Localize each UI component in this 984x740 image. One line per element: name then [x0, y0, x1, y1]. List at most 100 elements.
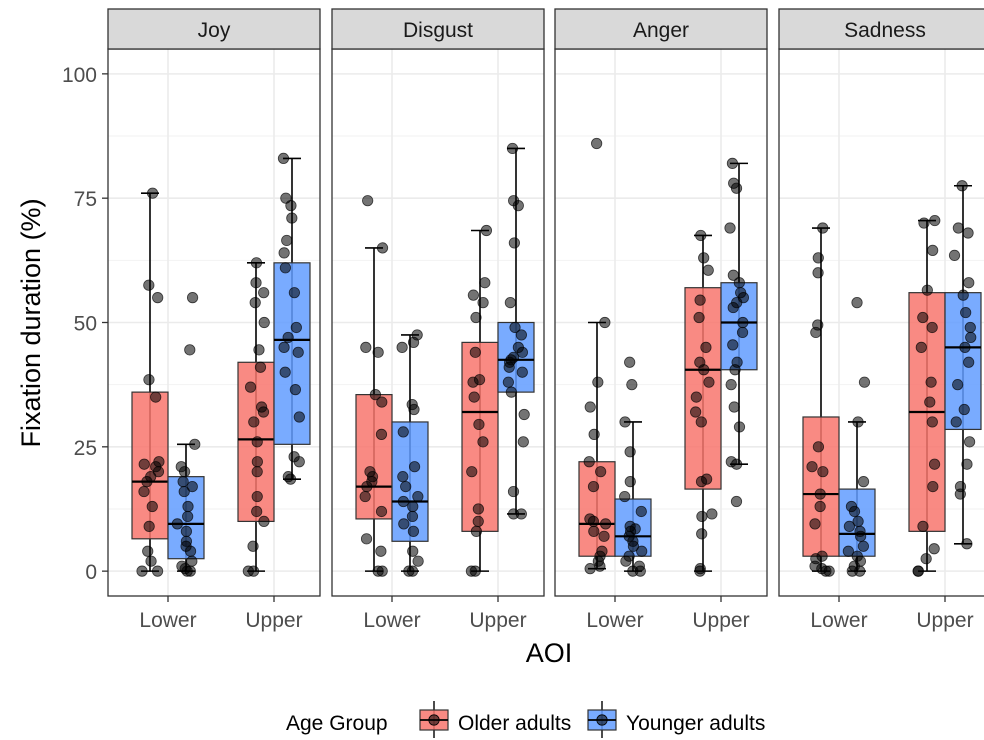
box-upper-older [461, 224, 499, 577]
data-point [623, 550, 635, 562]
x-axis-title: AOI [526, 638, 573, 668]
data-point [360, 341, 372, 353]
data-point [505, 386, 517, 398]
data-point [696, 510, 708, 523]
data-point [929, 214, 941, 227]
data-point [858, 376, 871, 388]
facet-strip-label: Disgust [403, 19, 473, 42]
data-point [731, 356, 743, 368]
panel-content [131, 152, 311, 577]
data-point [465, 565, 478, 577]
data-point [693, 311, 705, 324]
data-point [843, 520, 855, 532]
y-tick-label: 100 [62, 64, 97, 87]
box-upper-younger [720, 157, 758, 508]
data-point [842, 545, 854, 557]
y-tick-label: 50 [74, 313, 97, 336]
box-iqr [461, 341, 499, 532]
data-point [258, 316, 270, 329]
data-point [470, 525, 482, 537]
data-point [508, 195, 520, 207]
data-point [359, 490, 371, 503]
data-point [736, 326, 749, 339]
data-point [375, 428, 388, 440]
data-point [928, 543, 940, 555]
box-lower-younger [391, 329, 429, 577]
data-point [400, 480, 412, 493]
facet-panel-joy: Joy [107, 8, 321, 597]
data-point [726, 157, 739, 169]
legend-key-younger: Younger adults [587, 701, 765, 738]
data-point [724, 222, 736, 234]
data-point [468, 391, 480, 403]
data-point [180, 535, 193, 547]
data-point [961, 538, 973, 550]
box-lower-younger [167, 292, 205, 577]
data-point [282, 331, 294, 344]
legend-title: Age Group [286, 712, 388, 735]
data-point [182, 510, 194, 523]
data-point [912, 565, 924, 577]
box-upper-younger [944, 180, 982, 550]
data-point [952, 222, 964, 234]
data-point [171, 518, 183, 530]
data-point [138, 485, 150, 498]
box-upper-younger [273, 152, 311, 485]
data-point [477, 436, 489, 448]
data-point [184, 344, 196, 356]
data-point [143, 520, 155, 532]
box-lower-younger [838, 297, 876, 577]
data-point [153, 456, 165, 468]
data-point [624, 446, 636, 458]
data-point [244, 381, 257, 393]
data-point [470, 311, 482, 324]
facet-strip [107, 8, 321, 50]
data-point [727, 339, 739, 351]
data-point [927, 480, 939, 493]
panel-content [802, 180, 982, 577]
data-point [812, 267, 824, 279]
data-point [250, 257, 263, 269]
legend-keys: Older adults Younger adults [419, 701, 765, 738]
data-point [964, 321, 976, 334]
data-point [151, 565, 164, 577]
data-point [364, 466, 376, 478]
data-point [360, 533, 373, 545]
data-point [362, 195, 374, 207]
data-point [175, 461, 187, 473]
data-point [816, 550, 828, 562]
data-point [180, 525, 192, 537]
data-point [286, 212, 298, 224]
data-point [406, 565, 419, 577]
data-point [959, 341, 971, 353]
data-point [186, 480, 198, 493]
data-point [282, 471, 294, 483]
box-upper-older [684, 229, 722, 577]
data-point [516, 366, 528, 378]
data-point [817, 466, 829, 478]
data-point [288, 451, 300, 463]
facet-strip [554, 8, 768, 50]
data-point [928, 458, 941, 470]
data-point [588, 525, 600, 537]
data-point [253, 344, 265, 356]
data-point [515, 508, 527, 520]
facet-panel-sadness: Sadness [778, 8, 984, 597]
data-point [397, 495, 410, 508]
data-point [698, 252, 710, 264]
data-point [258, 515, 270, 528]
data-point [963, 277, 975, 289]
data-point [277, 152, 290, 164]
data-point [690, 391, 702, 403]
data-point [186, 292, 199, 304]
data-point [502, 376, 514, 388]
x-tick-label: Upper [245, 609, 302, 632]
data-point [725, 456, 737, 468]
data-point [251, 436, 263, 448]
data-point [599, 316, 611, 329]
data-point [636, 545, 648, 557]
data-point [701, 473, 713, 485]
data-point [376, 396, 388, 408]
data-point [279, 366, 291, 378]
data-point [254, 361, 267, 373]
